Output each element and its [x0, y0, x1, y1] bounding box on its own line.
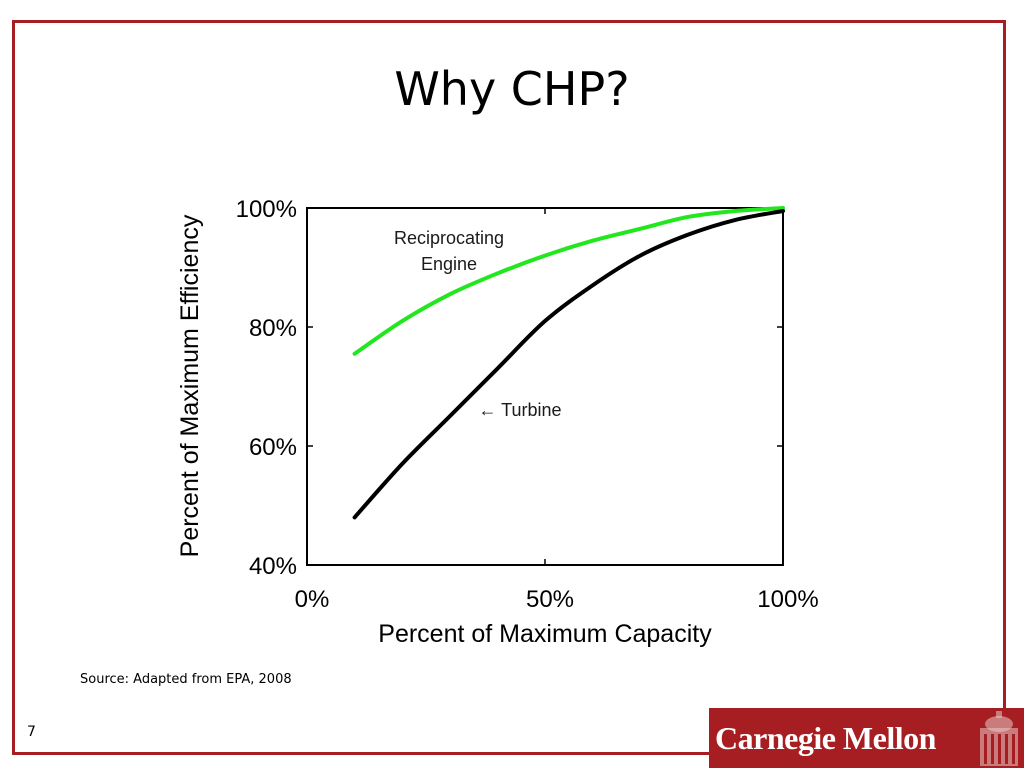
- y-tick-label: 80%: [249, 315, 297, 342]
- logo-text: Carnegie Mellon: [715, 720, 936, 756]
- y-tick-label: 40%: [249, 553, 297, 580]
- slide-title: Why CHP?: [394, 62, 630, 116]
- slide-number: 7: [27, 724, 36, 740]
- x-tick-label: 100%: [757, 586, 818, 613]
- carnegie-mellon-logo: Carnegie Mellon: [709, 708, 1024, 768]
- axis-ticks: [306, 207, 784, 566]
- slide-frame: [12, 20, 1006, 755]
- chart-plot-frame: [306, 207, 784, 566]
- x-tick-label: 50%: [526, 586, 574, 613]
- source-note: Source: Adapted from EPA, 2008: [80, 672, 292, 687]
- series-line-reciprocating-engine: [352, 206, 785, 356]
- series-line-turbine: [352, 208, 785, 520]
- y-axis-label: Percent of Maximum Efficiency: [176, 214, 204, 557]
- x-tick-label: 0%: [295, 586, 330, 613]
- series-label: Reciprocating: [394, 228, 504, 248]
- y-tick-labels: 40% 60% 80% 100%: [236, 196, 297, 580]
- x-axis-label: Percent of Maximum Capacity: [378, 620, 712, 648]
- building-icon: [980, 711, 1018, 766]
- series-label: ← Turbine: [478, 400, 561, 420]
- y-tick-label: 60%: [249, 434, 297, 461]
- series-label: Engine: [421, 254, 477, 274]
- series-labels: Reciprocating Engine ← Turbine: [394, 228, 562, 420]
- series-lines: [352, 206, 785, 520]
- x-tick-labels: 0% 50% 100%: [295, 586, 819, 613]
- efficiency-chart: 0% 50% 100% 40% 60% 80% 100% Reciprocating Eng…: [176, 196, 819, 648]
- y-tick-label: 100%: [236, 196, 297, 223]
